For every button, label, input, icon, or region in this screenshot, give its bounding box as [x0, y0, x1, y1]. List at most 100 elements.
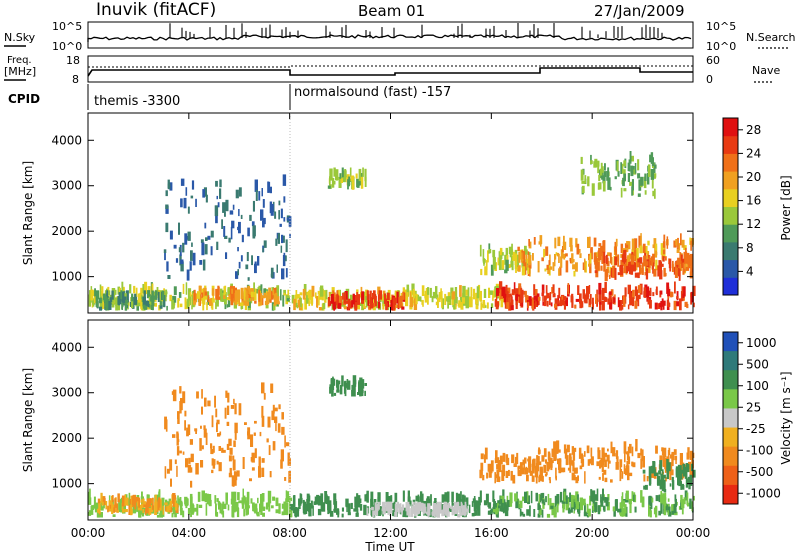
data-cell [435, 301, 439, 306]
data-cell [614, 267, 617, 280]
data-cell [688, 461, 692, 469]
data-cell [494, 458, 498, 464]
data-cell [570, 245, 573, 252]
data-cell [284, 477, 287, 481]
data-cell [253, 291, 256, 298]
data-cell [583, 511, 588, 517]
data-cell [549, 479, 551, 484]
data-cell [634, 163, 637, 174]
data-cell [450, 505, 453, 510]
data-cell [652, 292, 655, 297]
data-cell [204, 291, 208, 296]
data-cell [569, 462, 572, 473]
data-cell [645, 268, 649, 280]
x-tick-label: 00:00 [676, 526, 711, 540]
data-cell [117, 493, 120, 503]
data-cell [101, 298, 104, 303]
data-cell [390, 300, 393, 311]
data-cell [205, 237, 208, 241]
y-tick-label: 4000 [51, 340, 82, 354]
data-cell [233, 440, 236, 447]
data-cell [158, 305, 161, 311]
data-cell [684, 301, 688, 307]
data-cell [633, 494, 636, 502]
data-cell [294, 507, 298, 517]
data-cell [234, 476, 237, 486]
data-cell [201, 490, 205, 502]
data-cell [668, 511, 672, 517]
data-cell [192, 291, 194, 298]
data-cell [190, 513, 192, 518]
colorbar-cell [723, 241, 738, 261]
data-cell [401, 504, 405, 511]
data-cell [676, 301, 680, 307]
data-cell [362, 167, 364, 177]
data-cell [525, 254, 528, 263]
data-cell [543, 248, 546, 258]
data-cell [613, 506, 616, 517]
data-cell [631, 446, 634, 457]
data-cell [266, 438, 269, 443]
data-cell [449, 507, 453, 512]
data-cell [278, 404, 281, 410]
data-cell [598, 290, 602, 302]
data-cell [571, 293, 574, 297]
data-cell [219, 502, 222, 514]
velocity-colorbar-label: Velocity [m s⁻¹] [779, 371, 793, 464]
data-cell [388, 304, 392, 308]
data-cell [270, 203, 274, 216]
freq-label-line1: Freq. [7, 55, 32, 66]
data-cell [294, 294, 298, 304]
data-cell [357, 495, 361, 504]
data-cell [600, 265, 603, 271]
data-cell [215, 511, 219, 517]
data-cell [226, 297, 230, 301]
data-cell [212, 445, 215, 453]
data-cell [438, 292, 441, 303]
data-cell [550, 463, 553, 471]
data-cell [236, 507, 240, 518]
data-cell [93, 504, 96, 509]
data-cell [227, 287, 231, 296]
data-cell [199, 438, 202, 451]
data-cell [331, 385, 334, 397]
data-cell [316, 296, 319, 307]
data-cell [416, 502, 419, 515]
data-cell [581, 455, 584, 467]
data-cell [565, 455, 569, 465]
data-cell [289, 496, 291, 507]
data-cell [225, 199, 229, 212]
data-cell [413, 298, 418, 310]
data-cell [562, 503, 565, 513]
data-cell [163, 295, 166, 308]
data-cell [619, 473, 622, 482]
data-cell [489, 290, 493, 295]
data-cell [260, 209, 264, 221]
data-cell [640, 490, 643, 503]
data-cell [250, 457, 254, 462]
data-cell [580, 169, 584, 181]
data-cell [261, 295, 264, 306]
data-cell [276, 285, 280, 298]
data-cell [683, 245, 687, 250]
data-cell [373, 511, 376, 515]
data-cell [650, 169, 655, 180]
data-cell [168, 506, 171, 511]
data-cell [252, 225, 256, 237]
data-cell [658, 470, 662, 475]
data-cell [643, 474, 646, 482]
data-cell [628, 262, 631, 266]
data-cell [655, 243, 658, 251]
data-cell [200, 239, 204, 243]
data-cell [483, 500, 488, 506]
data-cell [537, 456, 540, 464]
data-cell [357, 392, 360, 395]
data-cell [670, 462, 673, 472]
data-cell [502, 286, 506, 299]
data-cell [612, 447, 616, 457]
data-cell [345, 501, 348, 508]
data-cell [686, 252, 690, 264]
data-cell [182, 451, 185, 455]
data-cell [619, 462, 622, 475]
data-cell [143, 296, 146, 305]
